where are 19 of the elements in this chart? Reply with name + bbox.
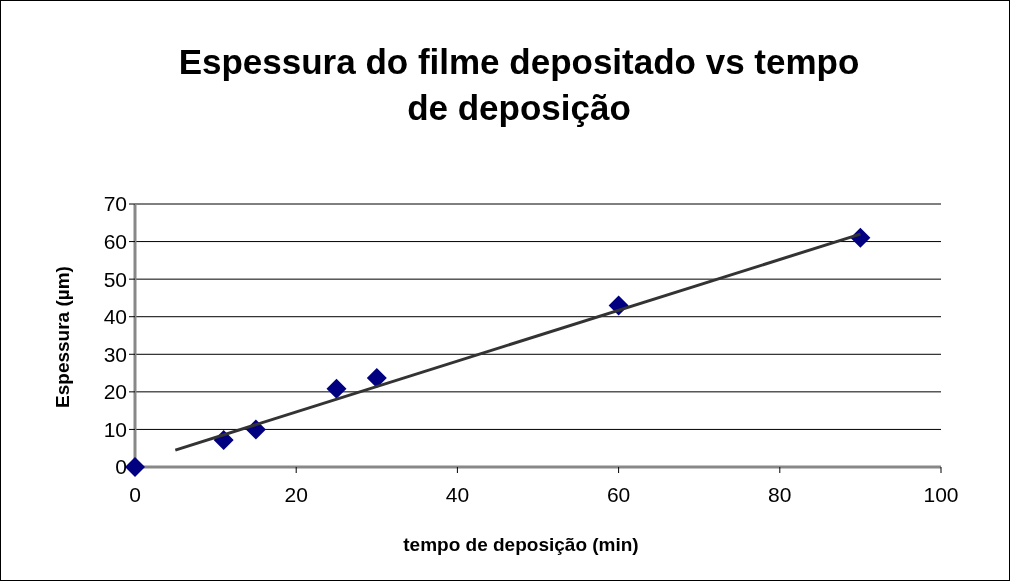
y-tick-label: 20: [103, 380, 127, 404]
x-tick-label: 80: [768, 482, 792, 506]
y-axis-title: Espessura (µm): [52, 266, 74, 408]
y-tick-label: 60: [103, 230, 127, 254]
y-tick-label: 70: [103, 192, 127, 216]
y-tick-label: 30: [103, 342, 127, 366]
x-tick-label: 40: [445, 482, 470, 506]
y-tick-label: 40: [103, 305, 127, 329]
point: [366, 367, 387, 388]
x-axis-title: tempo de deposição (min): [402, 534, 640, 556]
x-tick-label: 100: [923, 482, 959, 506]
point: [125, 457, 145, 477]
chart-title: Espessura do filme depositado vs tempo de deposição: [177, 41, 861, 129]
y-tick-label: 50: [103, 267, 127, 291]
point: [326, 378, 347, 399]
x-tick-label: 20: [284, 482, 308, 506]
y-tick-label: 10: [103, 417, 127, 441]
y-tick-label: 0: [115, 455, 127, 479]
x-tick-label: 60: [606, 482, 631, 506]
